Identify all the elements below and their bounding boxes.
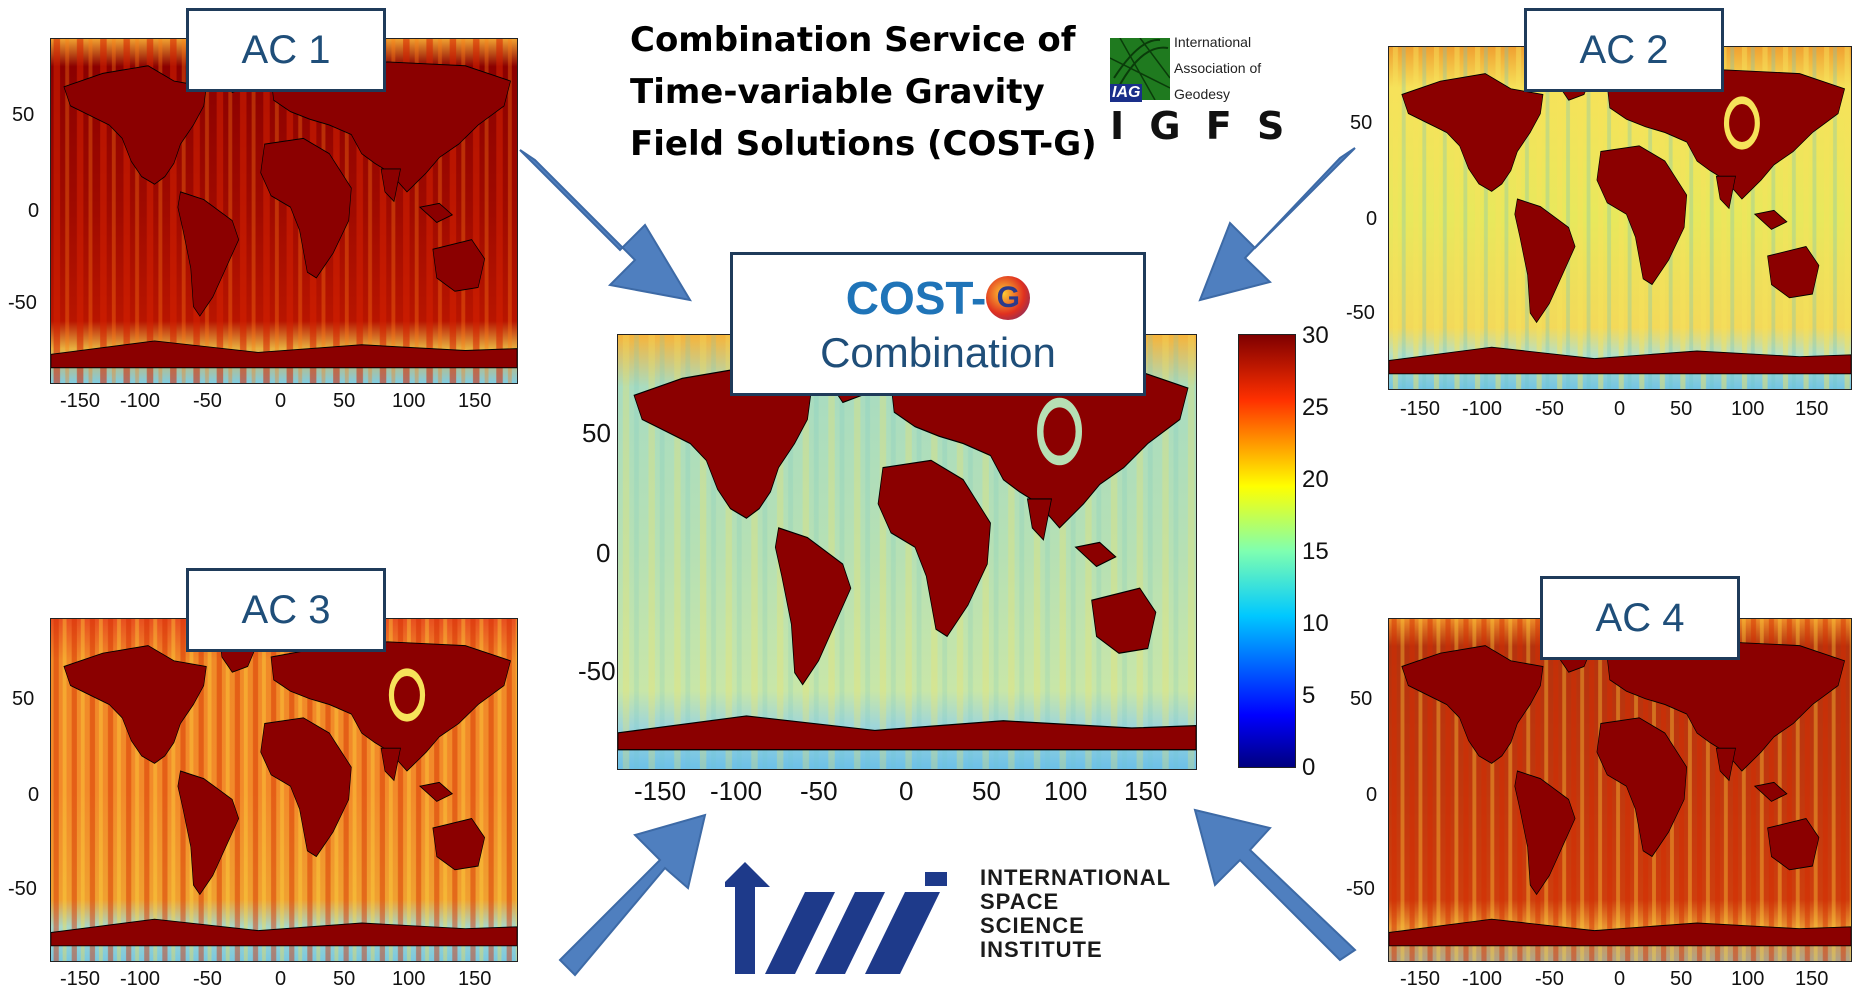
ac4-xtick-7: 150 (1795, 968, 1829, 990)
center-ytick-3: -50 (578, 656, 616, 686)
ac2-xtick-6: 100 (1731, 398, 1765, 420)
ac3-xtick-6: 100 (392, 968, 426, 990)
service-title: Combination Service of Time-variable Gra… (630, 14, 1097, 170)
ac4-xtick-1: -150 (1400, 968, 1441, 990)
igfs-text: I G F S (1110, 104, 1291, 148)
ac2-xtick-1: -150 (1400, 398, 1441, 420)
colorbar-tick-0: 0 (1302, 754, 1316, 781)
ac4-ytick-2: 0 (1366, 784, 1378, 806)
iag-line-1: International (1174, 34, 1252, 50)
issi-line-3: SCIENCE (980, 913, 1085, 938)
center-xtick-6: 100 (1044, 776, 1088, 806)
ac4-ytick-1: 50 (1350, 688, 1373, 710)
ac3-xtick-5: 50 (333, 968, 356, 990)
ac1-ytick-2: 0 (28, 200, 40, 222)
ac1-xtick-3: -50 (193, 390, 222, 412)
ac3-ytick-2: 0 (28, 784, 40, 806)
ac4-xtick-4: 0 (1614, 968, 1626, 990)
arrow-ac2-icon (1198, 147, 1356, 302)
ac1-ytick-1: 50 (12, 104, 35, 126)
title-line-3: Field Solutions (COST-G) (630, 124, 1097, 164)
ac4-xtick-5: 50 (1670, 968, 1693, 990)
label-ac2: AC 2 (1524, 8, 1724, 92)
center-xtick-2: -100 (710, 776, 763, 806)
colorbar (1238, 334, 1296, 768)
center-xtick-3: -50 (800, 776, 838, 806)
center-ytick-1: 50 (582, 418, 611, 448)
ac1-xtick-1: -150 (60, 390, 101, 412)
ac1-xtick-2: -100 (120, 390, 161, 412)
label-ac2-text: AC 2 (1579, 27, 1669, 72)
map-ac1 (50, 38, 518, 384)
ac2-xtick-3: -50 (1535, 398, 1564, 420)
issi-line-4: INSTITUTE (980, 937, 1103, 962)
colorbar-tick-15: 15 (1302, 538, 1329, 565)
title-line-2: Time-variable Gravity (630, 72, 1045, 112)
ac3-xtick-1: -150 (60, 968, 101, 990)
map-ac3 (50, 618, 518, 962)
ac2-ytick-2: 0 (1366, 208, 1378, 230)
ac1-ytick-3: -50 (8, 292, 37, 314)
label-ac1-text: AC 1 (241, 27, 331, 72)
label-ac3-text: AC 3 (241, 587, 331, 632)
iag-line-3: Geodesy (1174, 86, 1231, 102)
map-ac4 (1388, 618, 1852, 962)
center-xtick-4: 0 (899, 776, 914, 806)
ac3-xtick-7: 150 (458, 968, 492, 990)
ac3-xtick-2: -100 (120, 968, 161, 990)
issi-line-2: SPACE (980, 889, 1060, 914)
title-line-1: Combination Service of (630, 20, 1076, 60)
ac3-xtick-4: 0 (275, 968, 287, 990)
cost-g-globe-icon: G (986, 276, 1031, 320)
colorbar-tick-5: 5 (1302, 682, 1316, 709)
label-combination: COST- G Combination (730, 252, 1146, 396)
center-xtick-7: 150 (1124, 776, 1168, 806)
ac3-xtick-3: -50 (193, 968, 222, 990)
cost-g-logo-text: COST- (845, 272, 987, 324)
issi-text-block: INTERNATIONAL SPACE SCIENCE INSTITUTE (980, 866, 1171, 962)
ac1-xtick-6: 100 (392, 390, 426, 412)
label-ac4: AC 4 (1540, 576, 1740, 660)
center-xtick-5: 50 (972, 776, 1001, 806)
ac2-xtick-2: -100 (1462, 398, 1503, 420)
cost-g-glyph: G (996, 281, 1020, 314)
label-ac4-text: AC 4 (1595, 595, 1685, 640)
combination-subtitle: Combination (820, 329, 1056, 376)
ac1-xtick-4: 0 (275, 390, 287, 412)
ac2-xtick-7: 150 (1795, 398, 1829, 420)
center-xtick-1: -150 (634, 776, 687, 806)
ac2-ytick-3: -50 (1346, 302, 1375, 324)
ac3-ytick-3: -50 (8, 878, 37, 900)
issi-mark-icon (725, 862, 947, 974)
map-combination (617, 334, 1197, 770)
ac4-xtick-2: -100 (1462, 968, 1503, 990)
center-ytick-2: 0 (596, 538, 611, 568)
arrow-ac3-icon (558, 813, 707, 977)
map-ac2 (1388, 46, 1852, 390)
colorbar-tick-20: 20 (1302, 466, 1329, 493)
iag-line-2: Association of (1174, 60, 1262, 76)
iag-igfs-logo: IAG International Association of Geodesy… (1110, 34, 1285, 148)
label-ac1: AC 1 (186, 8, 386, 92)
ac2-ytick-1: 50 (1350, 112, 1373, 134)
ac1-xtick-7: 150 (458, 390, 492, 412)
cost-g-logo: COST- G (846, 271, 1031, 325)
ac4-xtick-6: 100 (1731, 968, 1765, 990)
ac3-ytick-1: 50 (12, 688, 35, 710)
ac1-xtick-5: 50 (333, 390, 356, 412)
ac2-xtick-4: 0 (1614, 398, 1626, 420)
issi-logo: INTERNATIONAL SPACE SCIENCE INSTITUTE (725, 862, 1195, 982)
ac4-xtick-3: -50 (1535, 968, 1564, 990)
colorbar-tick-10: 10 (1302, 610, 1329, 637)
arrow-ac1-icon (519, 149, 693, 302)
iag-abbrev: IAG (1110, 84, 1143, 102)
label-ac3: AC 3 (186, 568, 386, 652)
colorbar-tick-25: 25 (1302, 394, 1329, 421)
issi-line-1: INTERNATIONAL (980, 865, 1172, 890)
arrow-ac4-icon (1193, 808, 1357, 962)
ac2-xtick-5: 50 (1670, 398, 1693, 420)
colorbar-tick-30: 30 (1302, 322, 1329, 349)
ac4-ytick-3: -50 (1346, 878, 1375, 900)
